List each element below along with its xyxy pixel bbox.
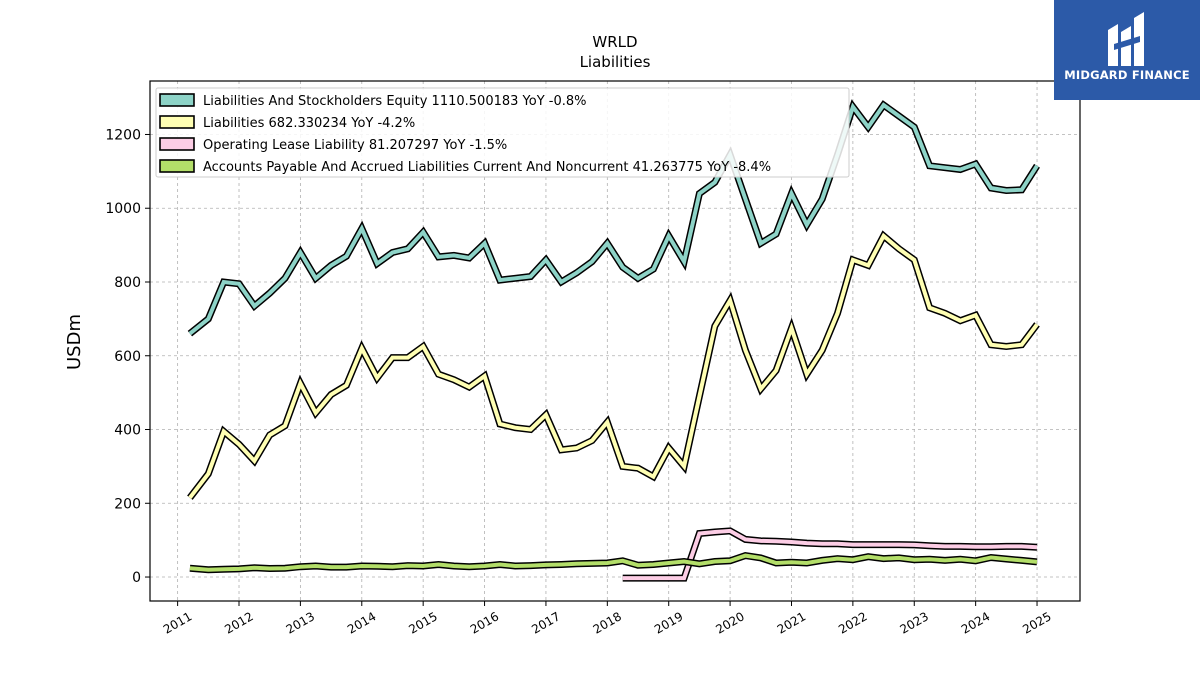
chart-subtitle: Liabilities (580, 53, 651, 71)
x-tick-label: 2011 (161, 609, 194, 636)
y-axis-label: USDm (64, 314, 85, 370)
y-tick-label: 600 (114, 349, 141, 365)
x-tick-label: 2015 (406, 609, 439, 636)
x-tick-label: 2014 (345, 609, 378, 636)
series-line (189, 553, 1038, 572)
x-tick-label: 2018 (591, 609, 624, 636)
legend-label: Liabilities 682.330234 YoY -4.2% (203, 116, 415, 131)
y-tick-label: 1000 (105, 201, 141, 217)
y-tick-label: 400 (114, 423, 141, 439)
x-tick-label: 2024 (959, 609, 992, 636)
legend-frame (155, 87, 850, 178)
series-line (188, 102, 1039, 336)
legend-label: Accounts Payable And Accrued Liabilities… (203, 160, 771, 175)
legend-swatch (159, 93, 195, 107)
x-tick-label: 2025 (1020, 609, 1053, 636)
midgard-logo-icon (1108, 12, 1144, 66)
legend-label: Liabilities And Stockholders Equity 1110… (203, 94, 587, 109)
brand-logo: MIDGARD FINANCE (1054, 0, 1200, 100)
legend-swatch (159, 137, 195, 151)
series-line (622, 528, 1038, 581)
y-tick-label: 800 (114, 275, 141, 291)
brand-name: MIDGARD FINANCE (1064, 68, 1190, 82)
series-lines (187, 99, 1040, 582)
chart-title: WRLD (592, 33, 637, 51)
x-tick-label: 2019 (652, 609, 685, 636)
y-tick-label: 1200 (105, 127, 141, 143)
x-tick-label: 2022 (836, 609, 869, 636)
legend: Liabilities And Stockholders Equity 1110… (155, 87, 850, 178)
x-tick-label: 2021 (775, 609, 808, 636)
legend-swatch (159, 159, 195, 173)
series-line (188, 232, 1039, 499)
x-tick-label: 2016 (468, 609, 501, 636)
x-tick-label: 2023 (898, 609, 931, 636)
legend-label: Operating Lease Liability 81.207297 YoY … (203, 138, 507, 153)
legend-swatch (159, 115, 195, 129)
x-tick-label: 2012 (222, 609, 255, 636)
x-tick-label: 2013 (284, 609, 317, 636)
plot-frame (149, 80, 1081, 602)
x-tick-label: 2017 (529, 609, 562, 636)
y-tick-label: 200 (114, 496, 141, 512)
x-tick-label: 2020 (713, 609, 746, 636)
y-tick-label: 0 (132, 570, 141, 586)
